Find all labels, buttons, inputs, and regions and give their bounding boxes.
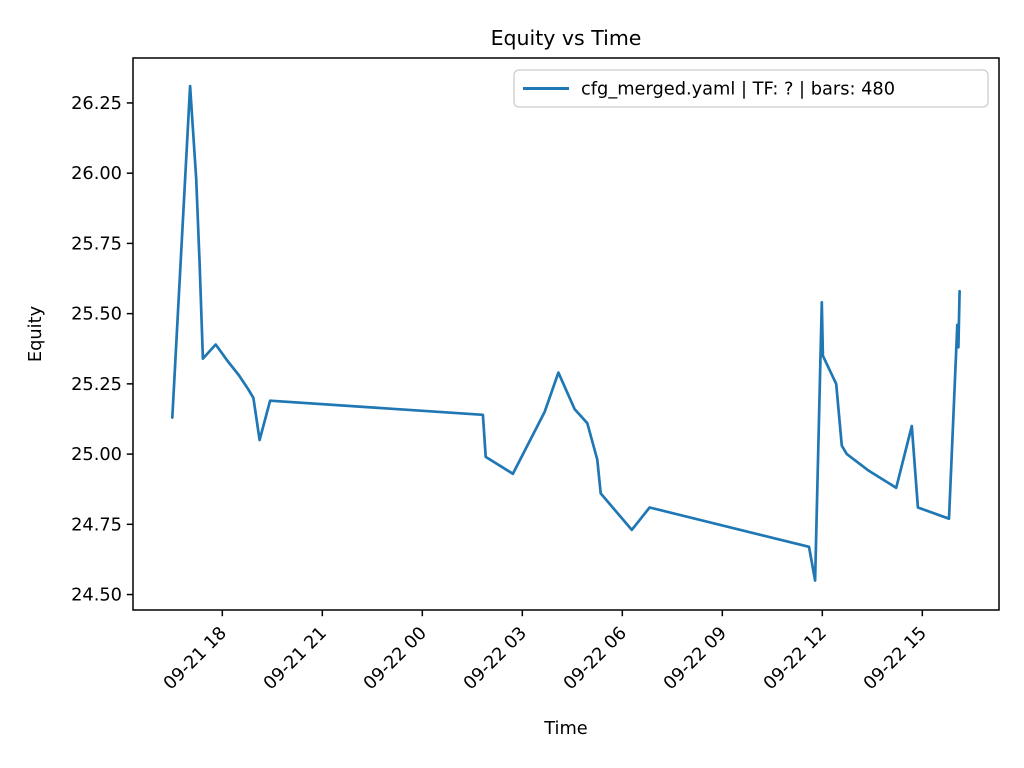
y-tick-label: 24.50	[71, 585, 122, 606]
axis-ticks: 09-21 18 09-21 21 09-22 00 09-22 03 09-22 06…	[71, 93, 931, 694]
data-line-layer	[170, 84, 961, 582]
y-tick-label: 26.25	[71, 93, 122, 114]
y-tick-label: 25.00	[71, 444, 122, 465]
x-axis-label: Time	[543, 718, 588, 739]
y-tick-label: 25.75	[71, 233, 122, 254]
x-tick-label: 09-22 12	[759, 623, 830, 694]
y-axis-label: Equity	[25, 306, 46, 362]
x-tick-label: 09-21 21	[259, 623, 330, 694]
x-tick-label: 09-21 18	[159, 623, 230, 694]
y-tick-label: 24.75	[71, 514, 122, 535]
legend-box: cfg_merged.yaml | TF: ? | bars: 480	[513, 69, 989, 108]
y-tick-label: 25.50	[71, 304, 122, 325]
legend-frame	[513, 69, 989, 108]
x-tick-label: 09-22 03	[459, 623, 530, 694]
x-tick-label: 09-22 06	[559, 623, 630, 694]
legend-entry-label: cfg_merged.yaml | TF: ? | bars: 480	[581, 79, 895, 100]
x-tick-label: 09-22 15	[859, 623, 930, 694]
x-tick-label: 09-22 00	[359, 623, 430, 694]
equity-series-line	[170, 84, 961, 582]
y-tick-label: 25.25	[71, 374, 122, 395]
plot-area-frame	[132, 57, 1000, 611]
chart-title: Equity vs Time	[491, 26, 642, 50]
y-tick-label: 26.00	[71, 163, 122, 184]
x-tick-label: 09-22 09	[659, 623, 730, 694]
